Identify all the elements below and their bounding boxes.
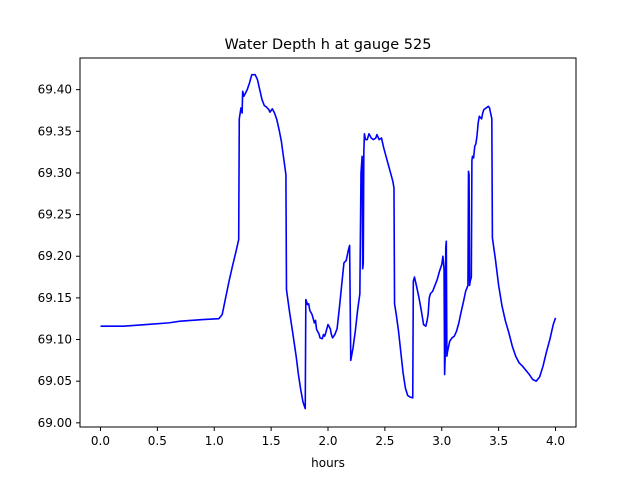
plot-frame (79, 57, 577, 428)
x-tick-label: 0.0 (91, 434, 110, 448)
y-tick-label: 69.05 (38, 374, 72, 388)
y-tick-label: 69.30 (38, 166, 72, 180)
x-axis-label: hours (311, 456, 345, 470)
y-tick-label: 69.10 (38, 333, 72, 347)
x-tick-label: 3.0 (432, 434, 451, 448)
x-axis: 0.0 0.5 1.0 1.5 2.0 2.5 3.0 3.5 4.0 (91, 427, 565, 448)
x-tick-label: 3.5 (489, 434, 508, 448)
x-tick-label: 2.0 (318, 434, 337, 448)
y-tick-label: 69.15 (38, 291, 72, 305)
y-axis: 69.00 69.05 69.10 69.15 69.20 69.25 69.30 69.35… (38, 83, 80, 430)
y-tick-label: 69.40 (38, 83, 72, 97)
chart-title: Water Depth h at gauge 525 (225, 37, 432, 53)
x-tick-label: 1.0 (205, 434, 224, 448)
series-line-0 (100, 73, 557, 410)
y-tick-label: 69.25 (38, 208, 72, 222)
x-tick-label: 4.0 (546, 434, 565, 448)
x-tick-label: 2.5 (375, 434, 394, 448)
y-tick-label: 69.20 (38, 249, 72, 263)
x-tick-label: 1.5 (262, 434, 281, 448)
plot-area (100, 73, 557, 410)
y-tick-label: 69.35 (38, 124, 72, 138)
y-tick-label: 69.00 (38, 416, 72, 430)
x-tick-label: 0.5 (148, 434, 167, 448)
